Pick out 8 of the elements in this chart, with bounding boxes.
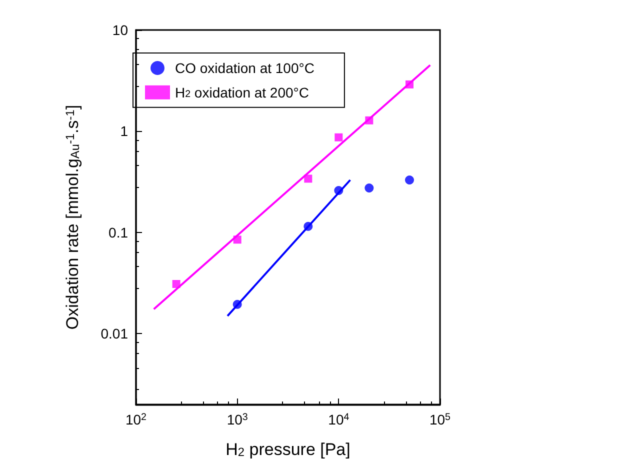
y-tick-label: 10 <box>112 22 128 38</box>
legend-label: H2 oxidation at 200°C <box>175 84 310 100</box>
y-axis-title: Oxidation rate [mmol.gAu-1.s-1] <box>63 104 82 330</box>
y-tick-label: 1 <box>120 123 128 140</box>
x-axis-title: H2 pressure [Pa] <box>226 440 350 459</box>
legend-label: CO oxidation at 100°C <box>175 60 314 76</box>
y-tick-label: 0.01 <box>100 326 128 342</box>
y-tick-label: 0.1 <box>108 224 128 240</box>
